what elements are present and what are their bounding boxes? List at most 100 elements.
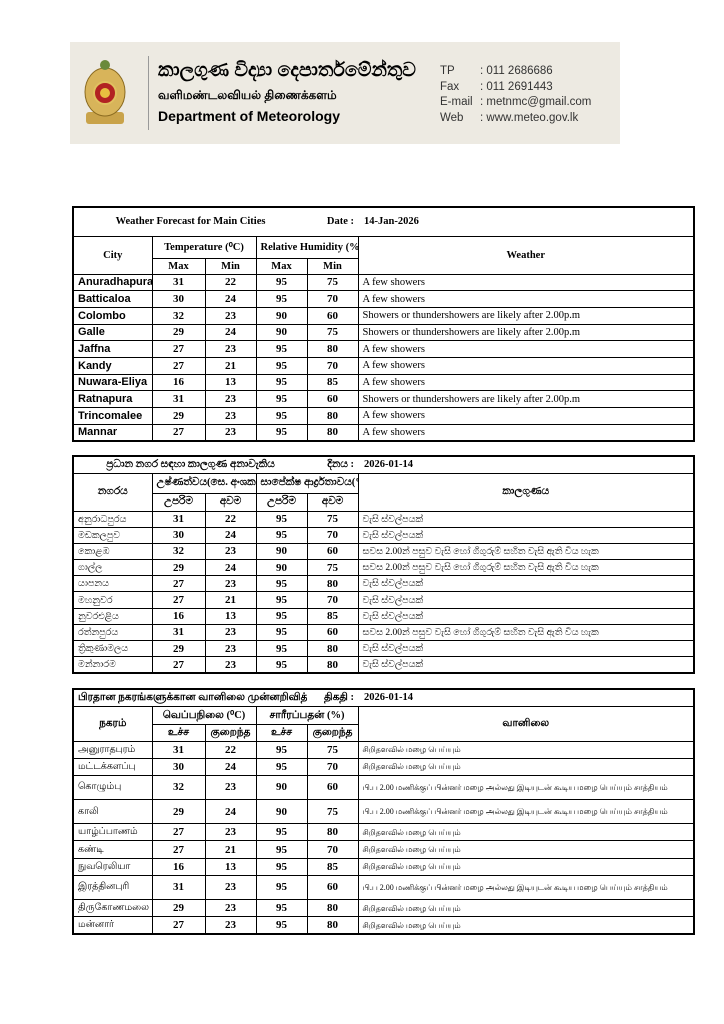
temp-min: 23 xyxy=(204,306,257,325)
table-row: නුවරඑළිය 16 13 95 85 වැසි ස්වල්පයක් xyxy=(72,607,695,625)
city-name: යාපනය xyxy=(72,575,153,593)
humidity-max: 95 xyxy=(255,874,308,901)
humidity-max: 95 xyxy=(255,591,308,609)
temp-min: 24 xyxy=(204,526,257,544)
humidity-min: 70 xyxy=(306,356,359,375)
weather-description: සවස 2.00න් පසුව වැසි හෝ ගිගුරුම් සහිත වැ… xyxy=(357,542,695,561)
weather-description: වැසි ස්වල්පයක් xyxy=(357,656,695,674)
humidity-max: 90 xyxy=(255,799,308,825)
city-header: நகரம் xyxy=(72,705,153,742)
humidity-max: 95 xyxy=(255,373,308,392)
temp-min: 24 xyxy=(204,757,257,776)
weather-description: சிறிதளவில் மழை பெய்யும் xyxy=(357,757,695,776)
humidity-min: 60 xyxy=(306,623,359,642)
table-row: நுவரெலியா 16 13 95 85 சிறிதளவில் மழை பெய்யும் xyxy=(72,857,695,876)
temp-min-header: குறைந்த xyxy=(204,723,257,742)
city-name: නුවරඑළිය xyxy=(72,607,153,625)
temp-max: 31 xyxy=(151,273,206,292)
forecast-date: 2026-01-14 xyxy=(358,688,695,707)
temp-max: 31 xyxy=(151,390,206,408)
temp-min: 22 xyxy=(204,740,257,759)
city-name: මඩකලපුව xyxy=(72,526,153,544)
weather-description: சிறிதளவில் மழை பெய்யும் xyxy=(357,898,695,918)
weather-description: සවස 2.00න් පසුව වැසි හෝ ගිගුරුම් සහිත වැ… xyxy=(357,559,695,577)
humidity-min: 80 xyxy=(306,340,359,358)
temp-min: 23 xyxy=(204,774,257,801)
forecast-date: 14-Jan-2026 xyxy=(358,206,695,237)
web-link[interactable]: : www.meteo.gov.lk xyxy=(480,111,579,124)
temp-min: 13 xyxy=(204,607,257,625)
email-link[interactable]: : metnmc@gmail.com xyxy=(480,96,592,108)
humidity-min: 80 xyxy=(306,575,359,593)
sri-lanka-emblem-icon xyxy=(84,60,126,124)
table-row: அனுராதபுரம் 31 22 95 75 சிறிதளவில் மழை பெய்யு… xyxy=(72,740,695,759)
humidity-min: 75 xyxy=(306,510,359,528)
humidity-min-header: අවම xyxy=(306,492,359,512)
weather-header: Weather xyxy=(357,235,695,275)
city-name: Kandy xyxy=(72,356,153,375)
humidity-max: 90 xyxy=(255,323,308,342)
city-name: கண்டி xyxy=(72,840,153,859)
temp-max: 30 xyxy=(151,526,206,544)
city-name: காலி xyxy=(72,799,153,825)
temp-max: 29 xyxy=(151,799,206,825)
temp-min: 21 xyxy=(204,840,257,859)
table-row: කොළඹ 32 23 90 60 සවස 2.00න් පසුව වැසි හෝ ගිගු… xyxy=(72,542,695,561)
city-name: திருகோணமலை xyxy=(72,898,153,918)
weather-description: சிறிதளவில் மழை பெய்யும் xyxy=(357,916,695,935)
table-row: கண்டி 27 21 95 70 சிறிதளவில் மழை பெய்யும் xyxy=(72,840,695,859)
city-name: ගාල්ල xyxy=(72,559,153,577)
table-row: Batticaloa 30 24 95 70 A few showers xyxy=(72,290,695,308)
weather-description: சிறிதளவில் மழை பெய்யும் xyxy=(357,823,695,842)
weather-description: பி.ப 2.00 மணிக்குப் பின்னர் மழை அல்லது இ… xyxy=(357,799,695,825)
humidity-max: 95 xyxy=(255,757,308,776)
humidity-min: 85 xyxy=(306,857,359,876)
city-name: මන්නාරම xyxy=(72,656,153,674)
weather-description: A few showers xyxy=(357,273,695,292)
temp-max-header: உச்ச xyxy=(151,723,206,742)
temp-min: 23 xyxy=(204,407,257,425)
humidity-max: 90 xyxy=(255,774,308,801)
temp-max: 27 xyxy=(151,840,206,859)
city-name: அனுராதபுரம் xyxy=(72,740,153,759)
temp-max: 16 xyxy=(151,857,206,876)
humidity-max: 95 xyxy=(255,390,308,408)
humidity-max-header: உச்ச xyxy=(255,723,308,742)
temp-max: 29 xyxy=(151,639,206,658)
temp-max: 31 xyxy=(151,740,206,759)
forecast-table-english: Weather Forecast for Main Cities Date : … xyxy=(72,206,695,442)
table-row: மட்டக்களப்பு 30 24 95 70 சிறிதளவில் மழை பெய்ய… xyxy=(72,757,695,776)
humidity-max: 95 xyxy=(255,840,308,859)
city-name: Colombo xyxy=(72,306,153,325)
table-row: මඩකලපුව 30 24 95 70 වැසි ස්වල්පයක් xyxy=(72,526,695,544)
weather-description: වැසි ස්වල්පයක් xyxy=(357,526,695,544)
humidity-max: 95 xyxy=(255,423,308,442)
temperature-header: Temperature (⁰C) xyxy=(151,235,257,259)
temp-max: 27 xyxy=(151,656,206,674)
fax: : 011 2691443 xyxy=(480,80,553,93)
humidity-max: 95 xyxy=(255,823,308,842)
temp-min: 23 xyxy=(204,423,257,442)
humidity-max: 90 xyxy=(255,559,308,577)
city-name: රත්නපුරය xyxy=(72,623,153,642)
table-row: ගාල්ල 29 24 90 75 සවස 2.00න් පසුව වැසි හෝ ගිග… xyxy=(72,559,695,577)
temp-min: 23 xyxy=(204,623,257,642)
table-row: இரத்தினபுரி 31 23 95 60 பி.ப 2.00 மணிக்குப் ப… xyxy=(72,874,695,901)
weather-description: சிறிதளவில் மழை பெய்யும் xyxy=(357,840,695,859)
table-row: மன்னார் 27 23 95 80 சிறிதளவில் மழை பெய்யும் xyxy=(72,916,695,935)
humidity-header: සාපේක්ෂ ආර්ද්‍රතාවය(%) xyxy=(255,472,359,494)
humidity-header: Relative Humidity (%) xyxy=(255,235,359,259)
table-row: Trincomalee 29 23 95 80 A few showers xyxy=(72,407,695,425)
humidity-max-header: Max xyxy=(255,257,308,275)
temp-min: 24 xyxy=(204,799,257,825)
divider xyxy=(148,56,149,130)
humidity-min: 75 xyxy=(306,323,359,342)
humidity-max: 95 xyxy=(255,356,308,375)
temp-min: 22 xyxy=(204,510,257,528)
temp-max: 27 xyxy=(151,340,206,358)
humidity-max: 95 xyxy=(255,916,308,935)
weather-header: කාලගුණය xyxy=(357,472,695,512)
humidity-min: 75 xyxy=(306,740,359,759)
temp-max: 27 xyxy=(151,591,206,609)
humidity-min: 70 xyxy=(306,757,359,776)
